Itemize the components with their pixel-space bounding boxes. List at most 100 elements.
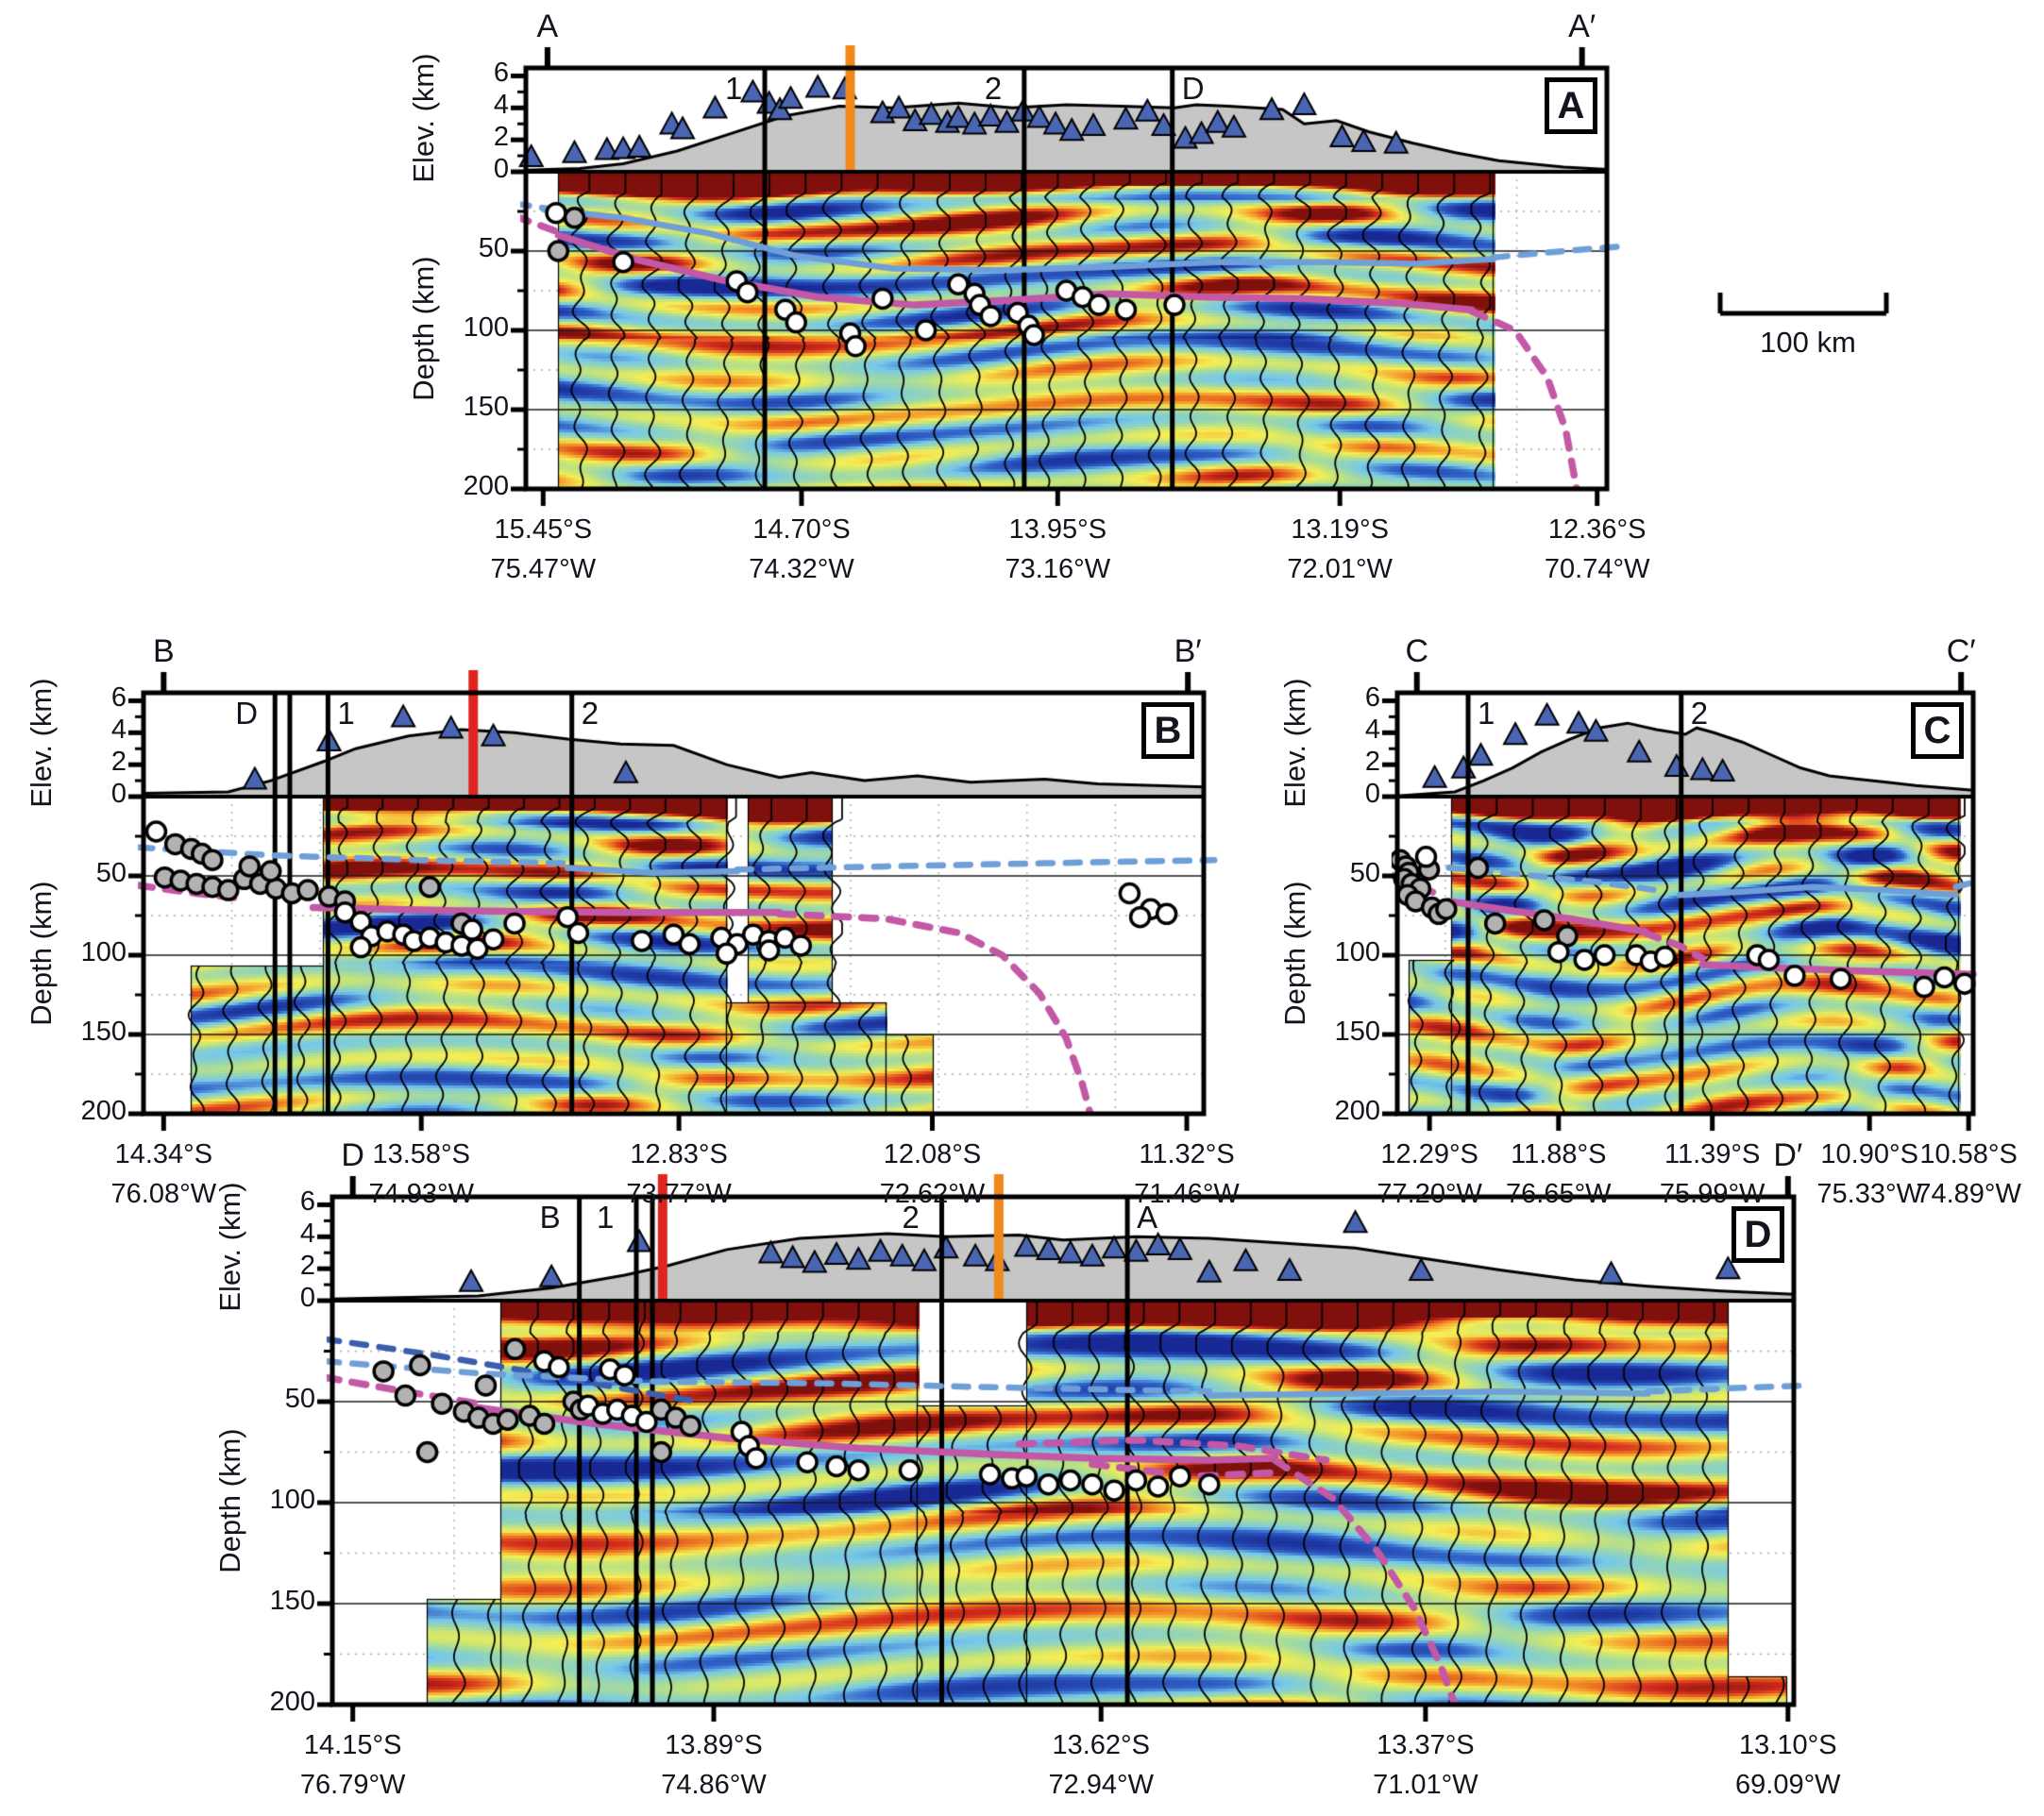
panel-d-xtick-3-lat: 13.37°S	[1377, 1730, 1475, 1760]
panel-b-depth-tick-0: 50	[95, 858, 127, 888]
panel-d-xtick-1-lat: 13.89°S	[665, 1730, 763, 1760]
panel-a-elev-tick-2: 2	[493, 122, 509, 153]
panel-d-xtick-4-lon: 69.09°W	[1735, 1770, 1841, 1800]
panel-a-end-label-0: A	[536, 8, 559, 44]
panel-a-xtick-2-lon: 73.16°W	[1005, 554, 1111, 584]
panel-c-depth-tick-2: 150	[1334, 1017, 1380, 1047]
panel-d-end-label-0: D	[341, 1137, 364, 1173]
panel-d-elev-axis-title: Elev. (km)	[212, 1182, 246, 1312]
panel-b-cross-line-label-2: 1	[337, 696, 355, 731]
panel-d-xtick-4-lat: 13.10°S	[1739, 1730, 1837, 1760]
panel-a-xtick-3-lon: 72.01°W	[1287, 554, 1393, 584]
panel-d-depth-tick-0: 50	[284, 1384, 315, 1414]
panel-c-elev-tick-1: 4	[1364, 715, 1380, 746]
panel-b-xtick-2-lat: 12.83°S	[630, 1139, 728, 1169]
panel-b-corner-label: B	[1141, 702, 1194, 759]
panel-d-cross-line-label-3: 2	[902, 1200, 920, 1235]
panel-d-xtick-2-lat: 13.62°S	[1052, 1730, 1150, 1760]
panel-d-xtick-0-lat: 14.15°S	[303, 1730, 402, 1760]
panel-d-corner-label: D	[1731, 1206, 1784, 1263]
panel-b-elev-tick-3: 0	[110, 779, 127, 809]
panel-c-cross-line-label-0: 1	[1478, 696, 1495, 731]
panel-b-cross-line-label-3: 2	[581, 696, 600, 731]
panel-a-depth-tick-2: 150	[463, 392, 509, 422]
panel-c-end-label-0: C	[1405, 633, 1429, 669]
panel-b-xtick-4-lat: 11.32°S	[1139, 1139, 1235, 1169]
panel-d-elev-tick-1: 4	[299, 1219, 315, 1250]
panel-b-depth-tick-1: 100	[80, 937, 127, 967]
panel-c-depth-tick-1: 100	[1334, 937, 1380, 967]
panel-a-depth-tick-0: 50	[478, 233, 509, 263]
panel-b-elev-tick-2: 2	[110, 747, 127, 778]
panel-c-xtick-4-lon: 74.89°W	[1916, 1179, 2021, 1209]
panel-a-xtick-0-lat: 15.45°S	[494, 514, 593, 545]
panel-d-xtick-0-lon: 76.79°W	[299, 1770, 406, 1800]
panel-b-xtick-2-lon: 73.77°W	[626, 1179, 732, 1209]
panel-b-depth-axis-title: Depth (km)	[24, 881, 58, 1026]
panel-b-cross-line-label-0: D	[235, 696, 259, 731]
panel-b-xtick-1-lon: 74.93°W	[368, 1179, 474, 1209]
panel-c-xtick-3-lat: 10.90°S	[1820, 1139, 1918, 1169]
panel-a-xtick-0-lon: 75.47°W	[490, 554, 597, 584]
panel-a-xtick-1-lon: 74.32°W	[749, 554, 854, 584]
panel-b-depth-tick-2: 150	[80, 1017, 127, 1047]
panel-d-depth-tick-2: 150	[269, 1586, 315, 1616]
panel-a-xtick-2-lat: 13.95°S	[1008, 514, 1107, 545]
panel-c-xtick-2-lon: 75.99°W	[1659, 1179, 1765, 1209]
panel-b-elev-tick-1: 4	[110, 715, 127, 746]
panel-b-xtick-3-lat: 12.08°S	[883, 1139, 982, 1169]
panel-b-xtick-1-lat: 13.58°S	[372, 1139, 470, 1169]
panel-c-elev-tick-3: 0	[1364, 779, 1380, 809]
panel-d-end-label-1: D′	[1773, 1137, 1803, 1173]
panel-a-xtick-1-lat: 14.70°S	[752, 514, 851, 545]
panel-c-xtick-0-lon: 77.20°W	[1377, 1179, 1482, 1209]
panel-b-end-label-1: B′	[1174, 633, 1202, 669]
panel-b-xtick-0-lon: 76.08°W	[110, 1179, 217, 1209]
panel-a-elev-tick-1: 4	[493, 90, 509, 121]
panel-a-end-label-1: A′	[1568, 8, 1596, 44]
panel-c-xtick-3-lon: 75.33°W	[1816, 1179, 1922, 1209]
panel-d-xtick-2-lon: 72.94°W	[1048, 1770, 1154, 1800]
panel-a-elev-tick-3: 0	[493, 154, 509, 184]
panel-a-elev-tick-0: 6	[493, 58, 509, 89]
panel-d-xtick-3-lon: 71.01°W	[1373, 1770, 1478, 1800]
panel-b-xtick-0-lat: 14.34°S	[114, 1139, 213, 1169]
panel-c-xtick-0-lat: 12.29°S	[1380, 1139, 1478, 1169]
panel-b-xtick-4-lon: 71.46°W	[1134, 1179, 1240, 1209]
panel-c-xtick-2-lat: 11.39°S	[1664, 1139, 1761, 1169]
panel-c-xtick-1-lon: 76.65°W	[1506, 1179, 1612, 1209]
panel-d-cross-line-label-4: A	[1137, 1200, 1158, 1235]
panel-d-xtick-1-lon: 74.86°W	[661, 1770, 767, 1800]
panel-a-xtick-4-lat: 12.36°S	[1547, 514, 1647, 545]
panel-b-xtick-3-lon: 72.62°W	[879, 1179, 986, 1209]
panel-c-xtick-1-lat: 11.88°S	[1511, 1139, 1607, 1169]
panel-c-depth-tick-0: 50	[1349, 858, 1380, 888]
panel-c-elev-tick-2: 2	[1364, 747, 1380, 778]
panel-d-cross-line-label-0: B	[539, 1200, 561, 1235]
panel-a-cross-line-label-0: 1	[725, 71, 743, 106]
panel-a-cross-line-label-2: D	[1181, 71, 1205, 106]
panel-c-elev-tick-0: 6	[1364, 682, 1380, 714]
panel-d-elev-tick-2: 2	[299, 1251, 315, 1282]
panel-a-depth-tick-3: 200	[463, 471, 509, 501]
panel-c-end-label-1: C′	[1946, 633, 1976, 669]
panel-a-depth-tick-1: 100	[463, 312, 509, 343]
panel-a-depth-axis-title: Depth (km)	[406, 256, 440, 401]
scalebar-label: 100 km	[1760, 326, 1856, 359]
panel-b-elev-tick-0: 6	[110, 682, 127, 714]
panel-a-corner-label: A	[1545, 77, 1597, 134]
panel-d-elev-tick-3: 0	[299, 1283, 315, 1313]
panel-d-depth-tick-3: 200	[269, 1687, 315, 1717]
panel-a-cross-line-label-1: 2	[984, 71, 1003, 106]
panel-a-xtick-4-lon: 70.74°W	[1544, 554, 1650, 584]
panel-c-depth-tick-3: 200	[1334, 1096, 1380, 1126]
panel-c-cross-line-label-1: 2	[1690, 696, 1709, 731]
panel-c-depth-axis-title: Depth (km)	[1277, 881, 1311, 1026]
panel-c-xtick-4-lat: 10.58°S	[1919, 1139, 2018, 1169]
panel-b-depth-tick-3: 200	[80, 1096, 127, 1126]
panel-d-elev-tick-0: 6	[299, 1186, 315, 1218]
panel-d-depth-axis-title: Depth (km)	[212, 1428, 246, 1573]
panel-d-depth-tick-1: 100	[269, 1485, 315, 1515]
